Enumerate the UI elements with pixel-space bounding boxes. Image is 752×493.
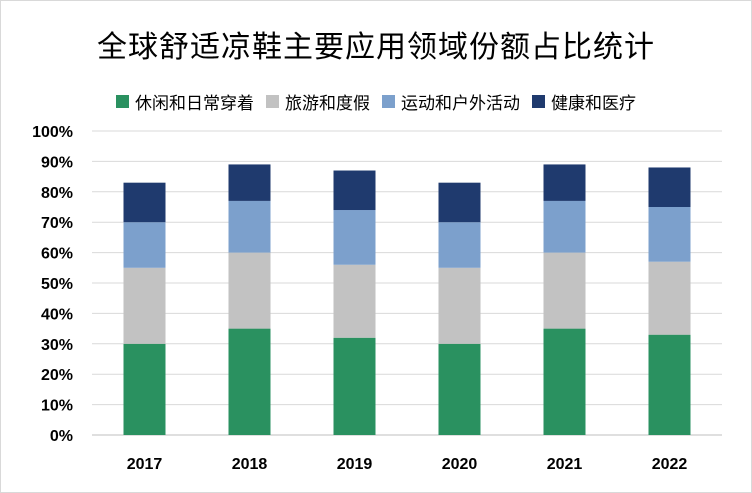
y-tick-label: 10%	[41, 398, 73, 415]
y-tick-label: 100%	[32, 124, 73, 141]
y-tick-label: 60%	[41, 246, 73, 263]
bar-segment	[333, 170, 376, 211]
y-tick-label: 80%	[41, 185, 73, 202]
bar-segment	[123, 343, 166, 435]
bar-segment	[228, 200, 271, 253]
legend-item-travel: 旅游和度假	[266, 89, 370, 114]
y-tick-label: 50%	[41, 276, 73, 293]
bar-segment	[438, 343, 481, 435]
bar-segment	[648, 334, 691, 435]
bar-segment	[543, 252, 586, 329]
y-tick-label: 70%	[41, 215, 73, 232]
legend-item-health: 健康和医疗	[532, 89, 636, 114]
bar-segment	[123, 267, 166, 344]
legend-label-sports: 运动和户外活动	[401, 94, 520, 114]
y-tick-label: 20%	[41, 367, 73, 384]
legend-label-travel: 旅游和度假	[285, 94, 370, 114]
legend-label-health: 健康和医疗	[551, 94, 636, 114]
legend-label-leisure: 休闲和日常穿着	[135, 94, 254, 114]
legend-item-leisure: 休闲和日常穿着	[116, 89, 254, 114]
chart-title: 全球舒适凉鞋主要应用领域份额占比统计	[97, 30, 655, 65]
legend-swatch-leisure	[116, 95, 129, 108]
x-tick-label: 2017	[127, 456, 163, 473]
bar-segment	[228, 252, 271, 329]
bar-segment	[543, 200, 586, 253]
legend-swatch-sports	[382, 95, 395, 108]
bar-segment	[438, 222, 481, 268]
legend-swatch-travel	[266, 95, 279, 108]
bar-segment	[228, 328, 271, 435]
x-tick-label: 2022	[652, 456, 688, 473]
bar-segment	[648, 261, 691, 335]
x-tick-label: 2019	[337, 456, 373, 473]
bar-segment	[543, 328, 586, 435]
bar-segment	[333, 210, 376, 265]
x-tick-label: 2018	[232, 456, 268, 473]
x-tick-label: 2020	[442, 456, 478, 473]
bar-segment	[438, 182, 481, 223]
y-tick-label: 0%	[50, 428, 73, 445]
y-tick-label: 90%	[41, 154, 73, 171]
bar-segment	[648, 167, 691, 207]
bar-segment	[123, 182, 166, 223]
x-tick-label: 2021	[547, 456, 583, 473]
chart-legend: 休闲和日常穿着 旅游和度假 运动和户外活动 健康和医疗	[0, 89, 752, 114]
bar-segment	[333, 337, 376, 435]
legend-swatch-health	[532, 95, 545, 108]
bar-segment	[648, 207, 691, 262]
legend-item-sports: 运动和户外活动	[382, 89, 520, 114]
bar-segment	[333, 264, 376, 338]
bar-segment	[123, 222, 166, 268]
y-tick-label: 40%	[41, 306, 73, 323]
y-tick-label: 30%	[41, 337, 73, 354]
bar-segment	[543, 164, 586, 201]
bar-segment	[438, 267, 481, 344]
bar-segment	[228, 164, 271, 201]
